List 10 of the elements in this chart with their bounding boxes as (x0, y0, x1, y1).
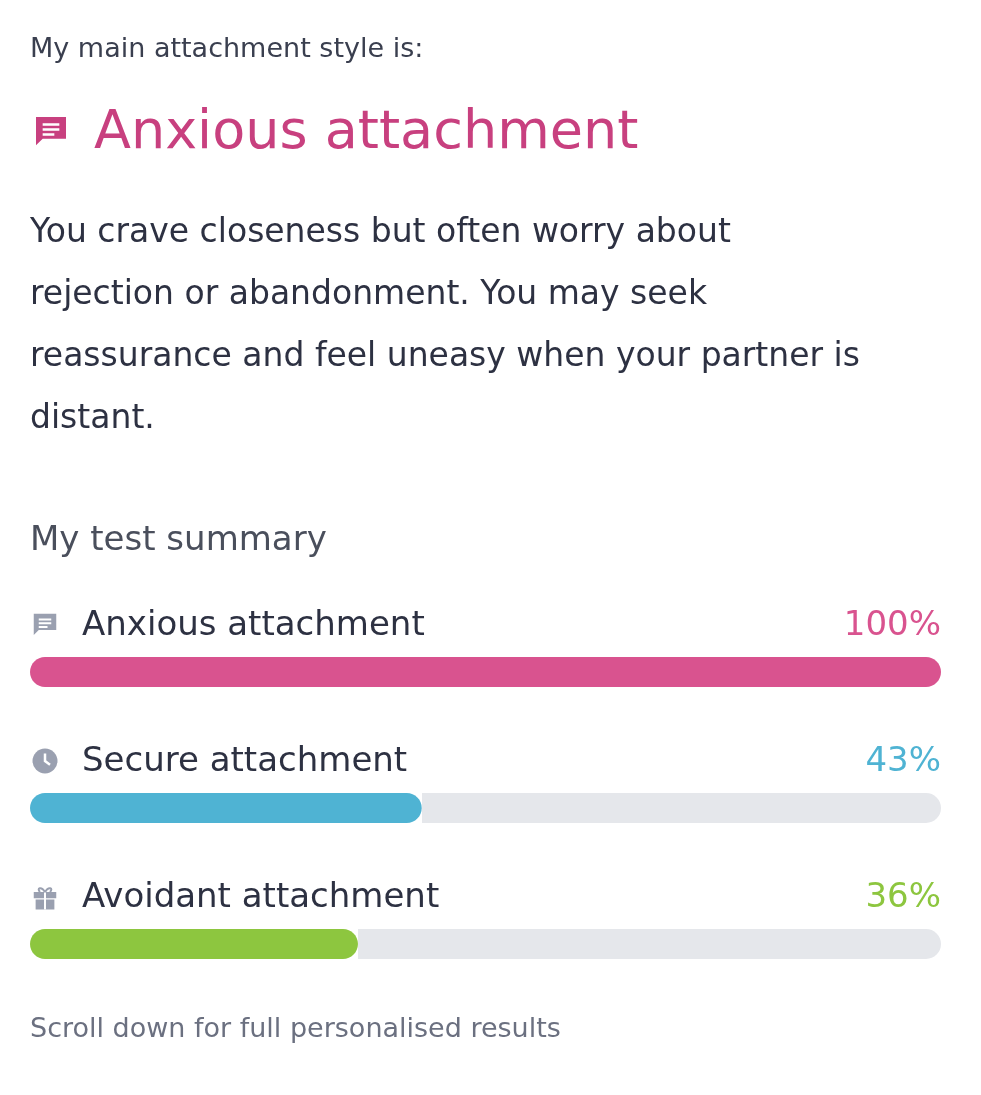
data-label: 100% (843, 603, 941, 643)
y-tick-label: Avoidant attachment (82, 875, 440, 915)
y-tick-label: Secure attachment (82, 739, 408, 779)
y-tick-label: Anxious attachment (82, 603, 425, 643)
text: You crave closeness but often worry about rejection or abandonment. You may seek reassurance and feel uneasy when your partner is distant. (30, 210, 861, 438)
annotation: My test summary (30, 518, 327, 558)
data-label: 43% (865, 739, 941, 779)
text: Scroll down for full personalised results (30, 1012, 561, 1043)
data-label: 36% (865, 875, 941, 915)
chart-title: My main attachment style is: (30, 32, 424, 63)
